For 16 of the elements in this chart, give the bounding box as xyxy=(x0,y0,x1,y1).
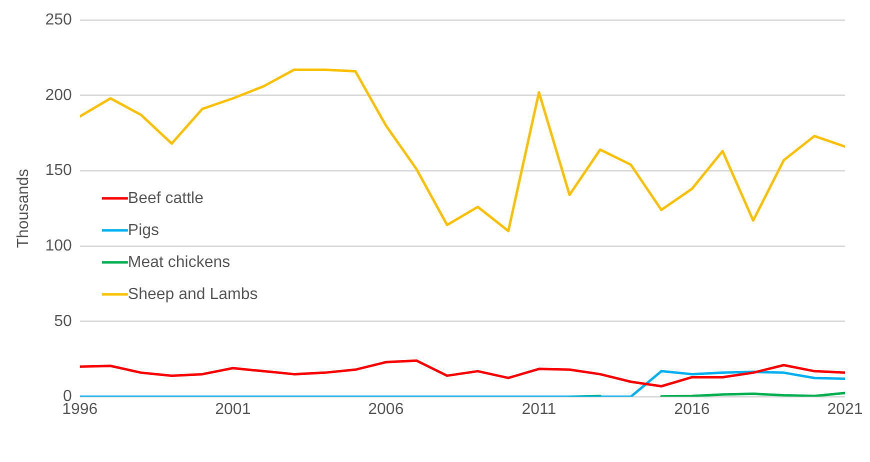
y-tick-label: 150 xyxy=(45,162,72,180)
legend-label: Beef cattle xyxy=(128,190,204,207)
x-tick-label: 2021 xyxy=(827,400,863,418)
x-tick-label: 2001 xyxy=(215,400,251,418)
y-axis-title: Thousands xyxy=(15,168,32,248)
y-tick-label: 250 xyxy=(45,11,72,28)
y-tick-label: 100 xyxy=(45,237,72,254)
x-tick-label: 1996 xyxy=(62,400,98,418)
y-tick-label: 200 xyxy=(45,86,72,104)
legend-label: Meat chickens xyxy=(128,254,230,271)
x-tick-label: 2006 xyxy=(368,400,404,418)
x-tick-label: 2011 xyxy=(522,400,556,418)
legend-label: Sheep and Lambs xyxy=(128,286,258,303)
x-tick-label: 2016 xyxy=(674,400,710,418)
legend-label: Pigs xyxy=(128,222,160,239)
y-tick-label: 50 xyxy=(54,312,72,330)
